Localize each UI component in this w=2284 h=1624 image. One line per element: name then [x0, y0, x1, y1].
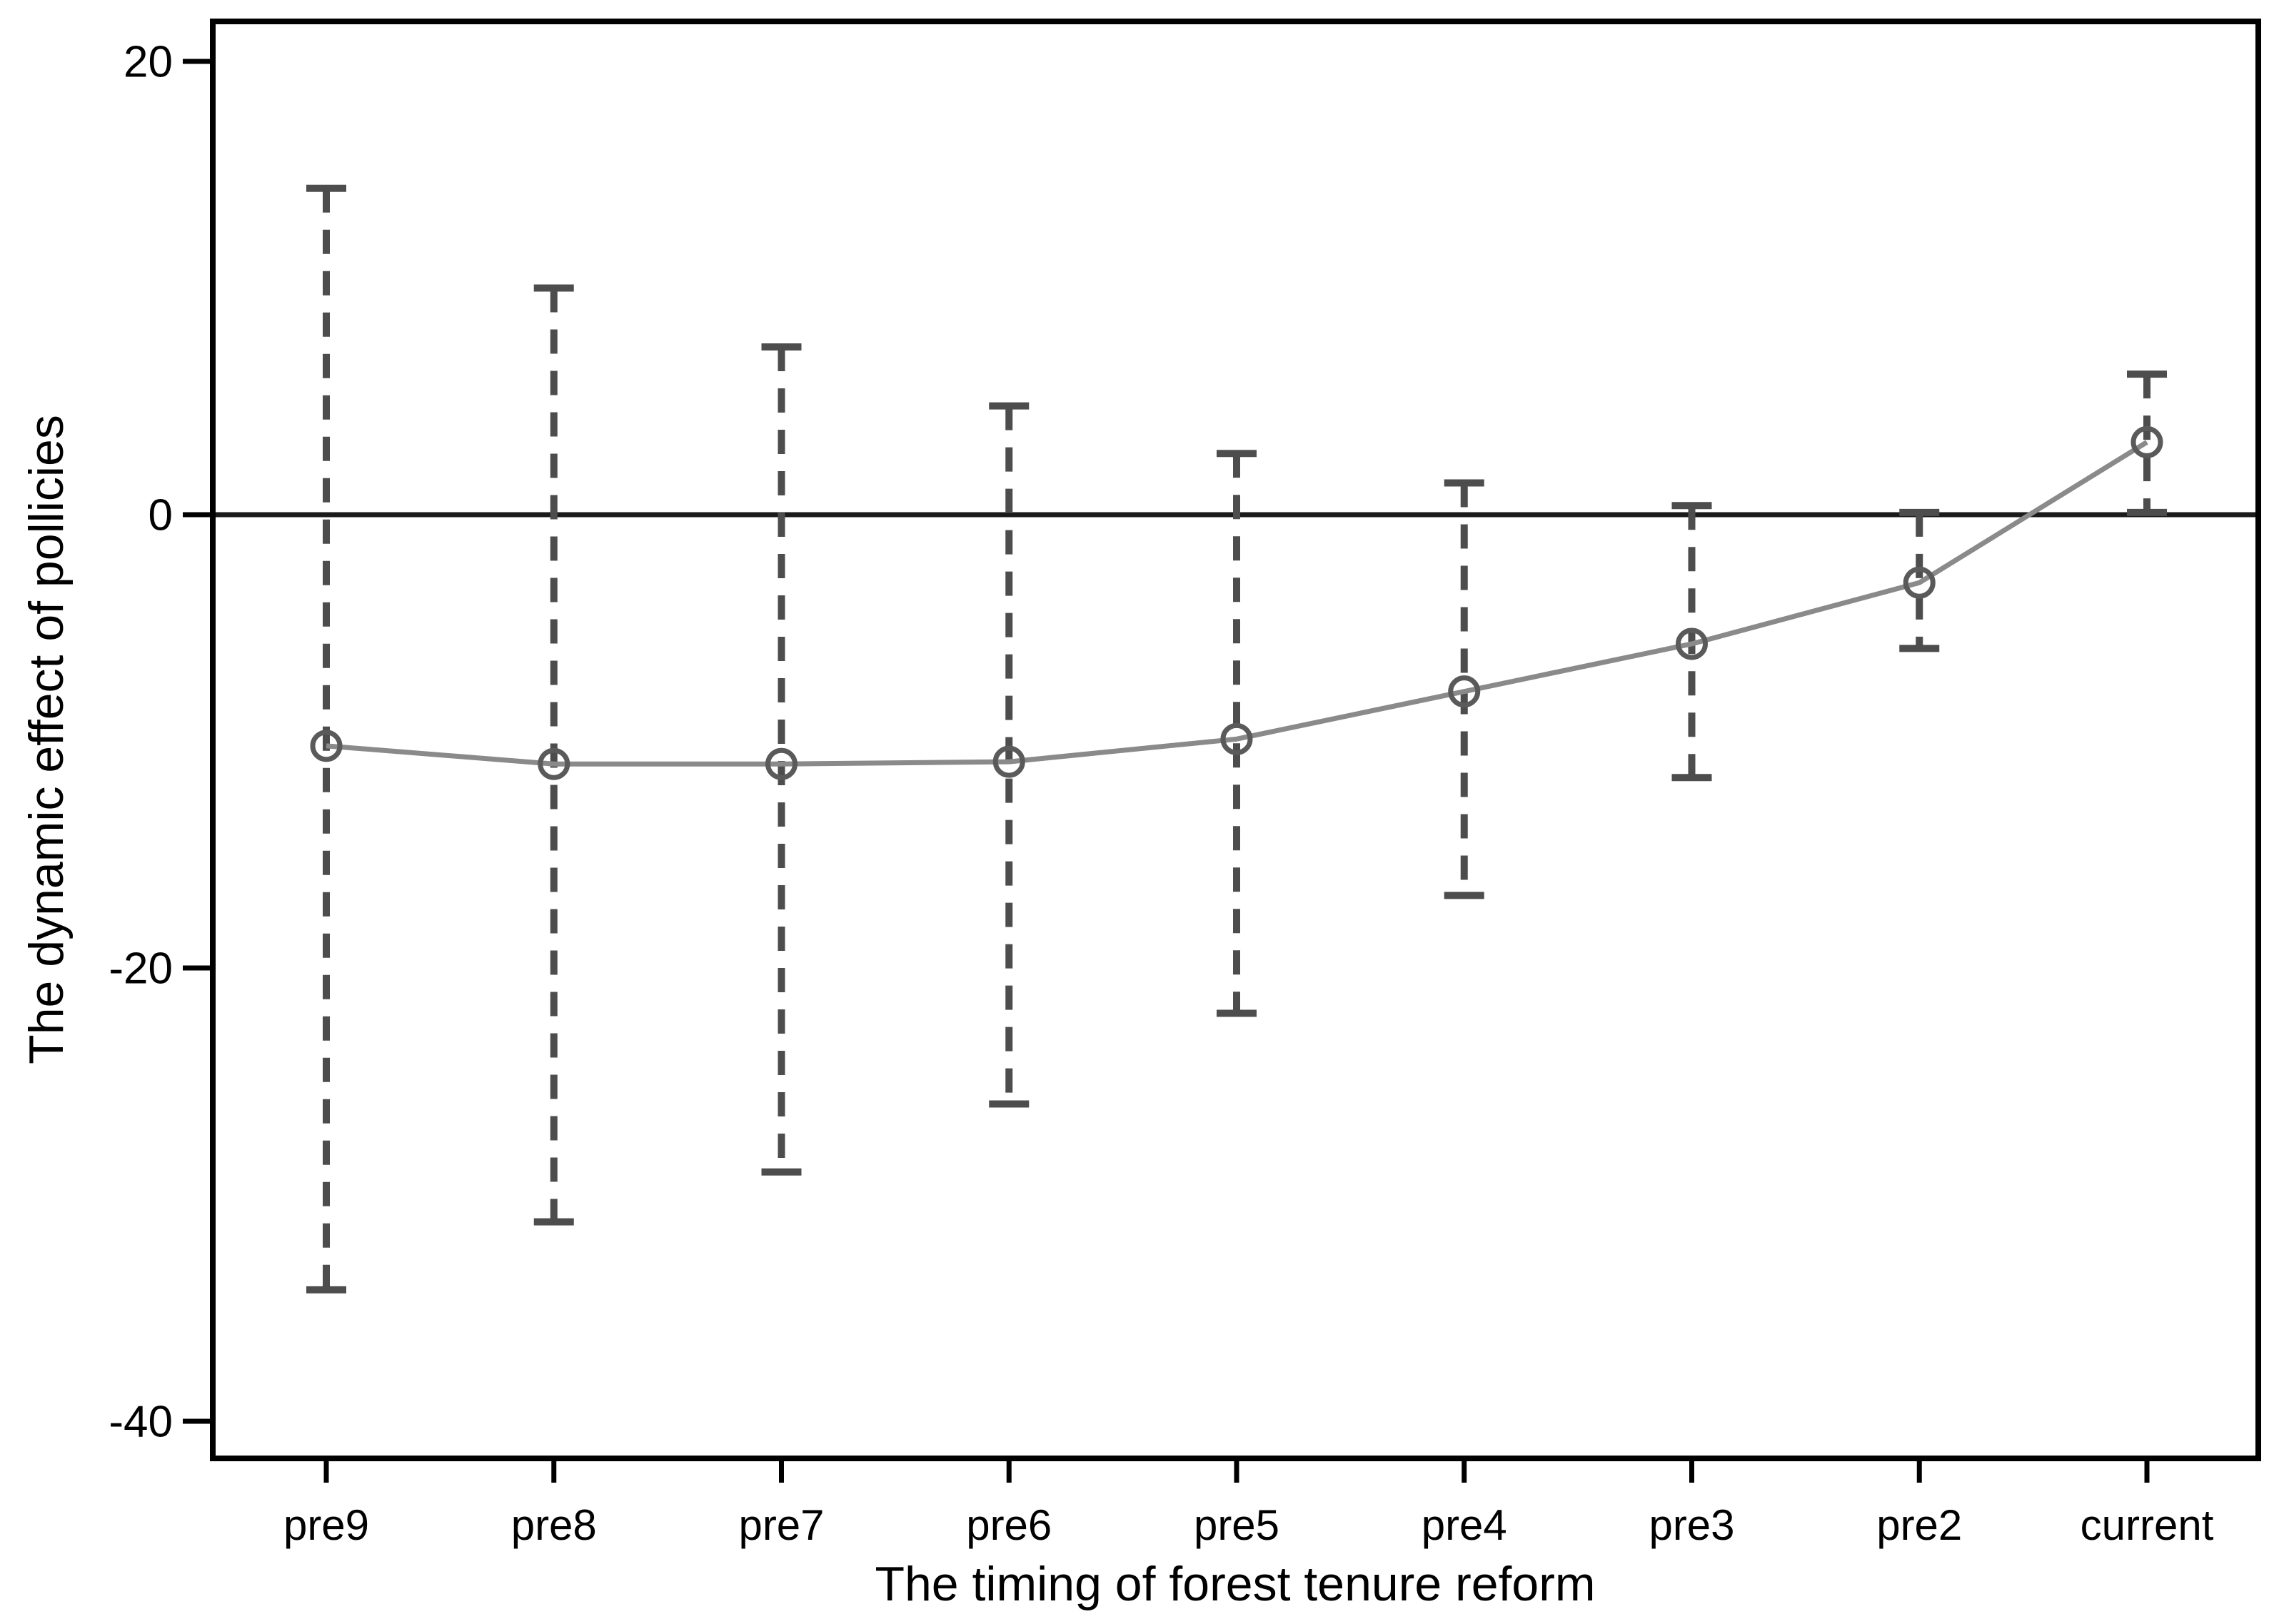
- y-tick-label: 0: [149, 491, 173, 540]
- plot-border: [210, 19, 2261, 1461]
- data-point-marker: [310, 730, 343, 762]
- x-tick-label: pre5: [1194, 1501, 1279, 1549]
- x-axis-title: The timing of forest tenure reform: [875, 1557, 1595, 1611]
- data-point-marker: [992, 745, 1025, 778]
- data-point-marker: [1676, 627, 1708, 660]
- data-point-marker: [1903, 566, 1936, 599]
- y-tick-label: -20: [109, 944, 173, 994]
- x-tick-label: pre8: [511, 1501, 597, 1549]
- x-tick-label: pre3: [1649, 1501, 1734, 1549]
- data-point-marker: [2130, 425, 2163, 458]
- data-point-marker: [1220, 722, 1253, 755]
- series-line: [326, 440, 2148, 767]
- y-axis-title: The dynamic effect of pollicies: [19, 415, 74, 1064]
- x-tick-label: pre7: [738, 1501, 824, 1549]
- data-point-marker: [538, 747, 570, 780]
- plot-area: 20 0 -20 -40 pre9 pre8 pre7 pre6 pre5 pre4 pre3 pre…: [109, 38, 2258, 1549]
- y-tick-label: -40: [109, 1398, 173, 1447]
- x-tick-label: pre4: [1422, 1501, 1507, 1549]
- data-point-marker: [1448, 675, 1481, 708]
- data-point-marker: [765, 747, 798, 780]
- x-tick-label: current: [2081, 1501, 2214, 1549]
- x-tick-label: pre2: [1876, 1501, 1962, 1549]
- x-tick-label: pre9: [283, 1501, 369, 1549]
- x-tick-label: pre6: [966, 1501, 1052, 1549]
- y-tick-label: 20: [124, 38, 173, 87]
